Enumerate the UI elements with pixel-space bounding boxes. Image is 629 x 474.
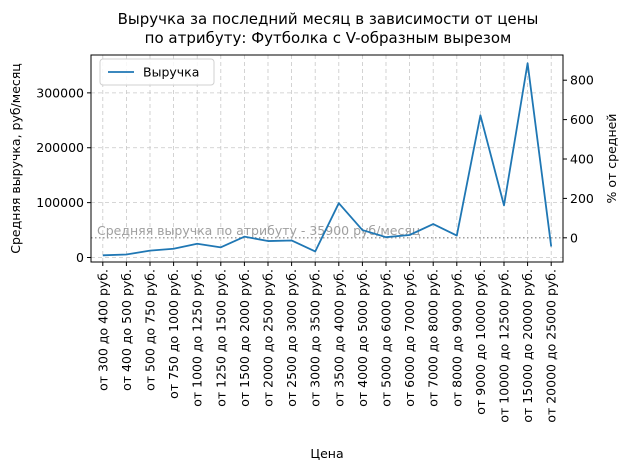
chart-title-line: Выручка за последний месяц в зависимости… (118, 10, 539, 28)
x-tick-label: от 7000 до 8000 руб. (426, 269, 441, 407)
y-right-tick-label: 600 (570, 112, 594, 127)
x-axis-label: Цена (310, 446, 343, 461)
y-right-tick-label: 0 (570, 230, 578, 245)
x-tick-label: от 1500 до 2000 руб. (237, 269, 252, 407)
x-tick-label: от 2000 до 2500 руб. (261, 269, 276, 407)
x-tick-label: от 5000 до 6000 руб. (379, 269, 394, 407)
y-right-axis-label: % от средней (604, 114, 619, 204)
x-tick-label: от 750 до 1000 руб. (166, 269, 181, 399)
x-tick-label: от 1000 до 1250 руб. (190, 269, 205, 407)
x-tick-label: от 20000 до 25000 руб. (544, 269, 559, 423)
x-tick-label: от 3500 до 4000 руб. (331, 269, 346, 407)
y-axis-label: Средняя выручка, руб/месяц (8, 63, 23, 254)
legend-label: Выручка (143, 65, 199, 80)
y-tick-label: 100000 (36, 195, 84, 210)
x-tick-label: от 1250 до 1500 руб. (213, 269, 228, 407)
chart-title-line: по атрибуту: Футболка с V-образным вырез… (145, 29, 512, 47)
x-tick-label: от 9000 до 10000 руб. (473, 269, 488, 415)
y-right-tick-label: 200 (570, 191, 594, 206)
y-tick-label: 300000 (36, 85, 84, 100)
y-right-tick-label: 800 (570, 73, 594, 88)
x-tick-label: от 300 до 400 руб. (95, 269, 110, 391)
x-tick-label: от 500 до 750 руб. (143, 269, 158, 391)
y-tick-label: 200000 (36, 140, 84, 155)
y-right-tick-label: 400 (570, 152, 594, 167)
x-tick-label: от 15000 до 20000 руб. (520, 269, 535, 423)
chart-title: Выручка за последний месяц в зависимости… (118, 10, 539, 47)
x-tick-label: от 3000 до 3500 руб. (308, 269, 323, 407)
x-tick-label: от 10000 до 12500 руб. (497, 269, 512, 423)
x-tick-label: от 2500 до 3000 руб. (284, 269, 299, 407)
x-tick-label: от 8000 до 9000 руб. (449, 269, 464, 407)
x-tick-label: от 6000 до 7000 руб. (402, 269, 417, 407)
average-reference-label: Средняя выручка по атрибуту - 35900 руб/… (97, 223, 420, 238)
x-tick-label: от 400 до 500 руб. (119, 269, 134, 391)
y-tick-label: 0 (76, 250, 84, 265)
x-tick-label: от 4000 до 5000 руб. (355, 269, 370, 407)
